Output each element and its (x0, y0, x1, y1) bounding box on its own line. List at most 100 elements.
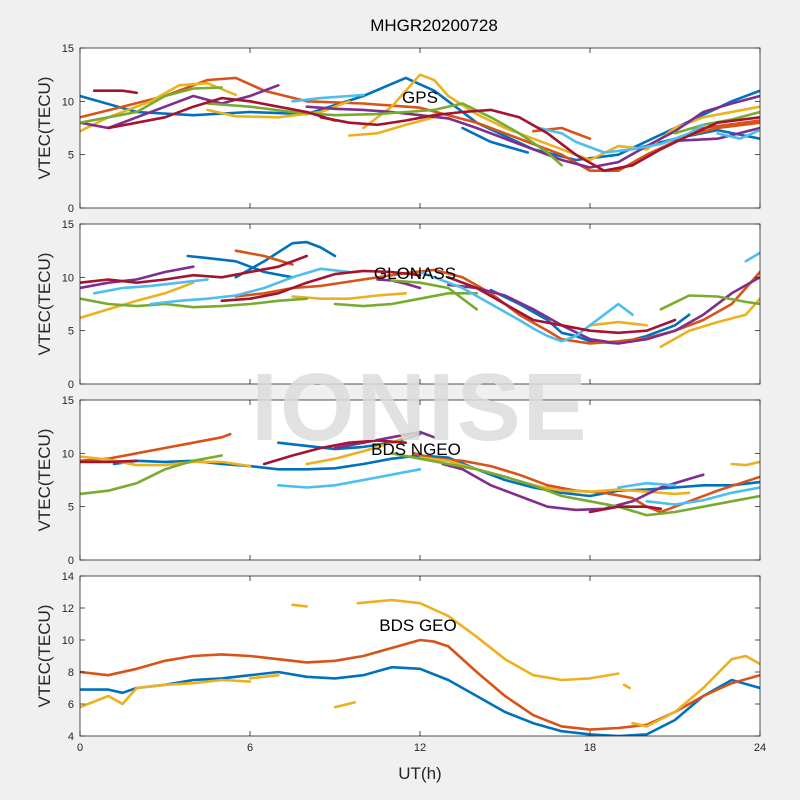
series-line (234, 249, 294, 266)
y-tick-label: 0 (68, 203, 74, 215)
x-tick-label: 18 (584, 742, 596, 754)
series-line (489, 288, 691, 345)
series-line (537, 123, 705, 154)
series-line (730, 460, 760, 467)
series-line (716, 128, 760, 140)
series-line (262, 439, 408, 466)
series-line (447, 276, 760, 345)
series-line (248, 673, 280, 680)
y-tick-label: 8 (68, 667, 74, 679)
series-line (305, 430, 422, 466)
y-tick-label: 0 (68, 379, 74, 391)
series-line (356, 598, 620, 682)
series-line (80, 297, 308, 309)
series-line (305, 94, 760, 169)
panel-label: GPS (402, 88, 438, 107)
y-tick-label: 6 (68, 699, 74, 711)
series-line (80, 455, 252, 468)
series-line (80, 265, 195, 290)
series-group (80, 240, 760, 348)
x-axis-label: UT(h) (398, 764, 441, 783)
y-tick-label: 10 (62, 272, 74, 284)
plot-area (80, 48, 760, 208)
panel-3: 4 6 8 10 12 14 0 6 12 18 24 VTEC(TECU) BDS GEO (35, 571, 766, 754)
series-line (80, 459, 138, 464)
series-line (390, 279, 478, 311)
series-line (447, 276, 677, 335)
series-line (80, 76, 760, 162)
series-line (220, 269, 422, 303)
series-line (418, 270, 634, 343)
panels: 0 5 10 15 VTEC(TECU) GPS 0 5 10 15 VTEC(TECU) GLONA… (35, 43, 766, 754)
plot-area (80, 576, 760, 736)
y-tick-label: 14 (62, 571, 74, 583)
series-group (80, 73, 760, 172)
series-line (92, 89, 138, 95)
series-line (92, 278, 209, 295)
series-line (631, 654, 760, 728)
y-tick-label: 10 (62, 635, 74, 647)
series-line (333, 701, 357, 709)
figure-title: MHGR20200728 (370, 16, 498, 35)
y-tick-label: 10 (62, 96, 74, 108)
series-line (291, 603, 308, 608)
y-tick-label: 4 (68, 731, 74, 743)
series-line (744, 251, 760, 263)
series-line (673, 126, 760, 143)
y-tick-label: 10 (62, 448, 74, 460)
y-tick-label: 5 (68, 150, 74, 162)
x-tick-label: 24 (754, 742, 766, 754)
x-tick-label: 6 (247, 742, 253, 754)
panel-2: 0 5 10 15 VTEC(TECU) BDS NGEO (35, 395, 761, 567)
y-axis-label: VTEC(TECU) (35, 253, 54, 356)
series-line (659, 297, 760, 348)
y-tick-label: 5 (68, 502, 74, 514)
series-line (659, 294, 760, 311)
plot-area (80, 224, 760, 384)
panel-1: 0 5 10 15 VTEC(TECU) GLONASS (35, 219, 761, 391)
panel-0: 0 5 10 15 VTEC(TECU) GPS (35, 43, 761, 215)
series-line (319, 108, 760, 172)
y-tick-label: 15 (62, 219, 74, 231)
watermark: IONISE (251, 354, 588, 461)
y-tick-label: 0 (68, 555, 74, 567)
series-line (80, 454, 223, 496)
y-tick-label: 5 (68, 326, 74, 338)
x-tick-label: 0 (77, 742, 83, 754)
series-line (333, 292, 478, 308)
series-line (588, 320, 648, 327)
panel-label: BDS GEO (379, 616, 456, 635)
series-line (645, 486, 760, 506)
y-axis-label: VTEC(TECU) (35, 77, 54, 180)
series-line (80, 81, 238, 133)
series-line (588, 505, 663, 514)
series-line (234, 240, 337, 279)
series-line (390, 452, 760, 517)
y-axis-label: VTEC(TECU) (35, 605, 54, 708)
series-line (80, 254, 308, 284)
series-line (149, 267, 351, 306)
series-line (291, 292, 408, 300)
series-line (461, 126, 529, 154)
y-tick-label: 12 (62, 603, 74, 615)
panel-label: GLONASS (374, 264, 456, 283)
series-line (80, 281, 195, 320)
series-line (291, 93, 365, 103)
series-line (112, 454, 760, 498)
series-line (206, 102, 563, 167)
series-group (80, 430, 760, 517)
series-line (107, 96, 337, 130)
y-tick-label: 15 (62, 43, 74, 55)
series-line (186, 254, 294, 279)
y-axis-label: VTEC(TECU) (35, 429, 54, 532)
series-line (333, 430, 436, 450)
x-tick-label: 12 (414, 742, 426, 754)
plot-area (80, 400, 760, 560)
series-line (277, 468, 422, 489)
series-line (80, 678, 252, 709)
series-line (347, 116, 436, 137)
series-group (80, 598, 760, 736)
y-tick-label: 15 (62, 395, 74, 407)
series-line (80, 86, 223, 124)
